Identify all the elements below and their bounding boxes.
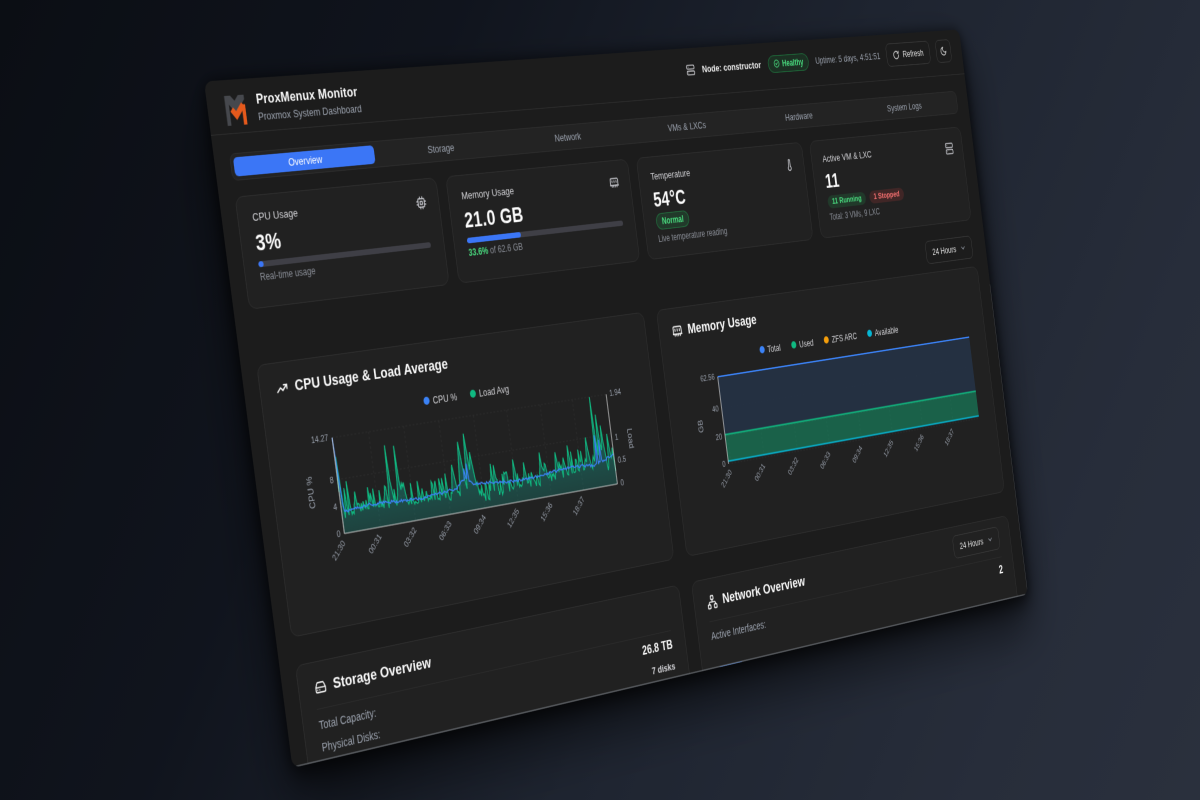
svg-text:1: 1 [614,431,619,441]
svg-text:14.27: 14.27 [310,433,329,446]
svg-text:20: 20 [715,431,723,442]
svg-text:GB: GB [697,419,705,433]
svg-text:15:36: 15:36 [913,432,925,453]
svg-text:06:33: 06:33 [437,518,453,542]
svg-text:0: 0 [336,529,341,540]
svg-text:1.94: 1.94 [609,387,622,399]
svg-text:0: 0 [620,478,625,488]
svg-text:15:36: 15:36 [539,500,554,523]
svg-text:03:32: 03:32 [786,455,799,477]
svg-text:8: 8 [329,475,334,486]
svg-text:40: 40 [712,404,720,415]
svg-text:21:30: 21:30 [330,538,347,563]
svg-text:06:33: 06:33 [819,449,832,471]
svg-text:03:32: 03:32 [402,525,418,549]
svg-text:4: 4 [333,502,338,513]
svg-text:00:31: 00:31 [367,531,384,555]
svg-text:00:31: 00:31 [753,461,767,483]
svg-text:CPU %: CPU % [305,476,317,510]
svg-text:18:37: 18:37 [943,427,955,448]
svg-text:Load: Load [626,428,635,449]
svg-text:62.56: 62.56 [700,372,716,384]
svg-text:18:37: 18:37 [571,494,586,517]
svg-text:0: 0 [722,459,727,469]
svg-text:09:34: 09:34 [851,443,864,464]
svg-text:09:34: 09:34 [472,512,488,536]
svg-text:12:35: 12:35 [882,438,895,459]
svg-text:21:30: 21:30 [720,467,734,489]
svg-text:0.5: 0.5 [617,454,627,465]
svg-text:12:35: 12:35 [505,506,520,530]
